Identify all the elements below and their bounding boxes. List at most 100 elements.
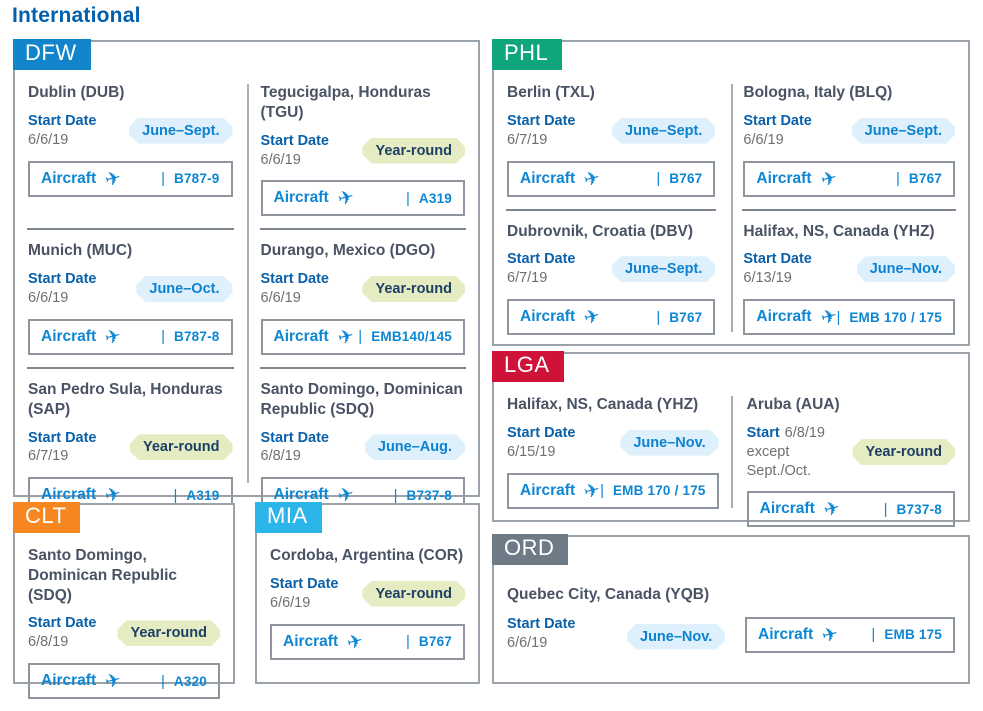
start-date-value: 6/7/19 bbox=[507, 131, 548, 148]
season-badge: June–Sept. bbox=[612, 118, 715, 144]
destination-name: Halifax, NS, Canada (YHZ) bbox=[507, 396, 699, 413]
start-date-label: Start Date bbox=[743, 112, 812, 129]
aircraft-chip-right: | EMB 170 / 175 bbox=[836, 309, 942, 326]
start-and-badge-row: Start Date 6/7/19 June–Sept. bbox=[507, 250, 715, 288]
aircraft-chip-right: | B787-9 bbox=[161, 170, 219, 187]
start-date-label: Start Date bbox=[28, 112, 97, 129]
pipe-separator: | bbox=[406, 633, 410, 651]
aircraft-chip-left: Aircraft ✈ bbox=[41, 483, 123, 508]
season-badge: June–Sept. bbox=[612, 256, 715, 282]
destination-name: Aruba (AUA) bbox=[746, 396, 840, 413]
aircraft-chip-left: Aircraft ✈ bbox=[758, 622, 840, 647]
airplane-icon: ✈ bbox=[102, 324, 124, 350]
start-and-badge-row: Start 6/8/19 except Sept./Oct. Year-round bbox=[747, 424, 955, 481]
start-date-label: Start Date bbox=[260, 429, 330, 446]
aircraft-code: EMB 175 bbox=[884, 627, 942, 643]
aircraft-chip-left: Aircraft ✈ bbox=[520, 304, 603, 330]
pipe-separator: | bbox=[883, 500, 888, 518]
destination-name: Halifax, NS, Canada (YHZ) bbox=[743, 222, 935, 240]
cards-area: Dublin (DUB) Start Date 6/6/19 June–Sept. Ai… bbox=[15, 42, 478, 514]
start-date-block: Start Date 6/8/19 bbox=[28, 614, 97, 652]
aircraft-chip-right: | A320 bbox=[161, 673, 207, 690]
section-ord: ORD Quebec City, Canada (YQB) Start Date 6/… bbox=[492, 534, 970, 684]
aircraft-code: B737-8 bbox=[896, 501, 942, 517]
aircraft-code: B787-8 bbox=[174, 329, 220, 345]
destination-name: Santo Domingo, Dominican Republic (SDQ) bbox=[28, 547, 177, 604]
season-badge: June–Sept. bbox=[852, 118, 955, 144]
start-date-value: 6/6/19 bbox=[743, 131, 784, 148]
aircraft-code: EMB 170 / 175 bbox=[612, 483, 706, 499]
start-and-badge-row: Start Date 6/6/19 June–Sept. bbox=[28, 112, 233, 150]
aircraft-code: B737-8 bbox=[406, 487, 452, 503]
destination-card: Santo Domingo, Dominican Republic (SDQ) S… bbox=[27, 541, 221, 711]
aircraft-chip: Aircraft ✈ | B767 bbox=[507, 299, 716, 336]
aircraft-code: A320 bbox=[173, 673, 207, 689]
aircraft-label: Aircraft bbox=[756, 308, 812, 326]
aircraft-chip-right: | B767 bbox=[656, 309, 702, 326]
destination-name: Durango, Mexico (DGO) bbox=[260, 242, 436, 260]
destination-card: Halifax, NS, Canada (YHZ) Start Date 6/13/… bbox=[742, 208, 956, 348]
destination-card: Dublin (DUB) Start Date 6/6/19 June–Sept. Ai… bbox=[27, 78, 234, 228]
start-date-value: 6/6/19 bbox=[260, 290, 301, 307]
cards-area: Berlin (TXL) Start Date 6/7/19 June–Sept. Ai… bbox=[494, 42, 968, 344]
start-and-badge-row: Start Date 6/6/19 Year-round bbox=[261, 270, 466, 308]
start-date-label: Start Date bbox=[28, 615, 97, 632]
airport-tab-clt: CLT bbox=[13, 502, 81, 534]
aircraft-chip-left: Aircraft ✈ bbox=[273, 483, 356, 508]
aircraft-label: Aircraft bbox=[41, 169, 97, 187]
start-date-block: Start Date 6/6/19 bbox=[28, 112, 97, 150]
aircraft-label: Aircraft bbox=[756, 169, 812, 187]
section-dfw: DFW Dublin (DUB) Start Date 6/6/19 June–Sept… bbox=[13, 39, 480, 514]
aircraft-chip-right: | A319 bbox=[406, 190, 452, 207]
start-date-value: 6/8/19 bbox=[260, 448, 301, 465]
start-date-value: 6/7/19 bbox=[28, 448, 69, 465]
column-divider bbox=[731, 396, 733, 508]
section-lga: LGA Halifax, NS, Canada (YHZ) Start Date 6/… bbox=[492, 351, 970, 528]
pipe-separator: | bbox=[600, 482, 604, 500]
aircraft-label: Aircraft bbox=[273, 486, 329, 504]
destination-card: Halifax, NS, Canada (YHZ) Start Date 6/15/… bbox=[506, 390, 720, 539]
destination-name: Berlin (TXL) bbox=[507, 84, 595, 101]
aircraft-label: Aircraft bbox=[41, 327, 97, 345]
season-badge: June–Nov. bbox=[857, 256, 955, 282]
pipe-separator: | bbox=[896, 170, 900, 188]
season-badge: June–Oct. bbox=[136, 276, 232, 302]
aircraft-chip: Aircraft ✈ | EMB 175 bbox=[745, 616, 955, 653]
start-date-value: 6/15/19 bbox=[507, 443, 556, 460]
destination-card: Berlin (TXL) Start Date 6/7/19 June–Sept. Ai… bbox=[506, 78, 716, 209]
aircraft-chip-right: | EMB140/145 bbox=[358, 328, 452, 345]
start-date-value: 6/6/19 bbox=[28, 290, 69, 307]
aircraft-label: Aircraft bbox=[41, 672, 97, 690]
destination-card: Bologna, Italy (BLQ) Start Date 6/6/19 June… bbox=[742, 78, 956, 209]
aircraft-label: Aircraft bbox=[41, 486, 97, 504]
aircraft-code: A319 bbox=[418, 190, 452, 206]
season-badge: June–Sept. bbox=[129, 118, 232, 144]
season-badge: Year-round bbox=[117, 620, 220, 646]
aircraft-code: B767 bbox=[669, 309, 703, 325]
season-badge: June–Nov. bbox=[627, 624, 725, 650]
start-date-block: Start Date 6/6/19 bbox=[743, 112, 812, 150]
column-divider bbox=[731, 84, 733, 332]
destination-name: San Pedro Sula, Honduras (SAP) bbox=[28, 380, 223, 418]
pipe-separator: | bbox=[161, 170, 166, 188]
start-and-badge-row: Start Date 6/6/19 June–Oct. bbox=[28, 270, 233, 308]
start-date-block: Start Date 6/6/19 bbox=[261, 270, 330, 308]
aircraft-chip-left: Aircraft ✈ bbox=[41, 324, 124, 350]
start-line: Start 6/8/19 bbox=[747, 424, 853, 443]
season-badge: June–Aug. bbox=[365, 434, 465, 460]
airplane-icon: ✈ bbox=[818, 165, 839, 192]
aircraft-chip-right: | B767 bbox=[406, 633, 452, 650]
aircraft-chip-left: Aircraft ✈ bbox=[520, 166, 602, 191]
start-badge-aircraft-row: Start Date 6/6/19 June–Nov. Aircraft ✈ | EMB 1… bbox=[507, 615, 955, 653]
aircraft-chip-right: | B767 bbox=[896, 170, 942, 187]
cards-area: Halifax, NS, Canada (YHZ) Start Date 6/15/… bbox=[494, 354, 968, 528]
aircraft-chip-right: | B767 bbox=[656, 170, 702, 187]
airplane-icon: ✈ bbox=[581, 304, 603, 330]
airplane-icon: ✈ bbox=[344, 628, 366, 655]
aircraft-chip: Aircraft ✈ | EMB 170 / 175 bbox=[743, 299, 955, 336]
destination-card: Santo Domingo, Dominican Republic (SDQ) S… bbox=[259, 366, 466, 525]
destination-card: Cordoba, Argentina (COR) Start Date 6/6/19… bbox=[269, 541, 466, 672]
destination-card: Munich (MUC) Start Date 6/6/19 June–Oct. Air… bbox=[27, 228, 234, 367]
start-and-badge-row: Start Date 6/6/19 Year-round bbox=[261, 132, 466, 170]
start-date-block: Start Date 6/6/19 bbox=[28, 270, 97, 308]
